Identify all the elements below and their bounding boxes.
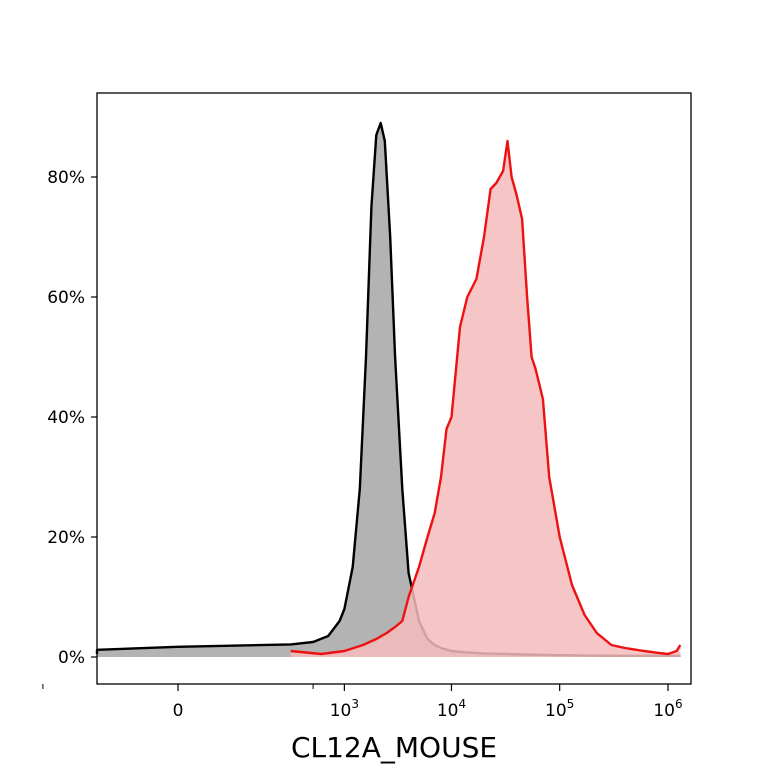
y-tick-label: 40% xyxy=(47,408,85,428)
y-tick-label: 80% xyxy=(47,168,85,188)
x-tick-label: 0 xyxy=(173,701,184,721)
series-1-area xyxy=(97,123,681,657)
series-2-line xyxy=(290,139,682,656)
x-axis-title: CL12A_MOUSE xyxy=(291,731,497,764)
series-layer xyxy=(95,121,682,657)
x-tick-label: 103 xyxy=(330,697,359,721)
series-2-area xyxy=(290,141,681,657)
y-axis: 0% 20% 40% 60% 80% xyxy=(47,168,97,668)
x-tick-label: 106 xyxy=(653,697,682,721)
x-axis: 0 103 104 105 106 xyxy=(42,684,683,721)
y-tick-label: 60% xyxy=(47,288,85,308)
x-tick-label: 105 xyxy=(545,697,574,721)
x-tick-label: 104 xyxy=(437,697,466,721)
y-tick-label: 20% xyxy=(47,528,85,548)
plot-frame xyxy=(96,92,692,685)
y-tick-label: 0% xyxy=(58,648,85,668)
